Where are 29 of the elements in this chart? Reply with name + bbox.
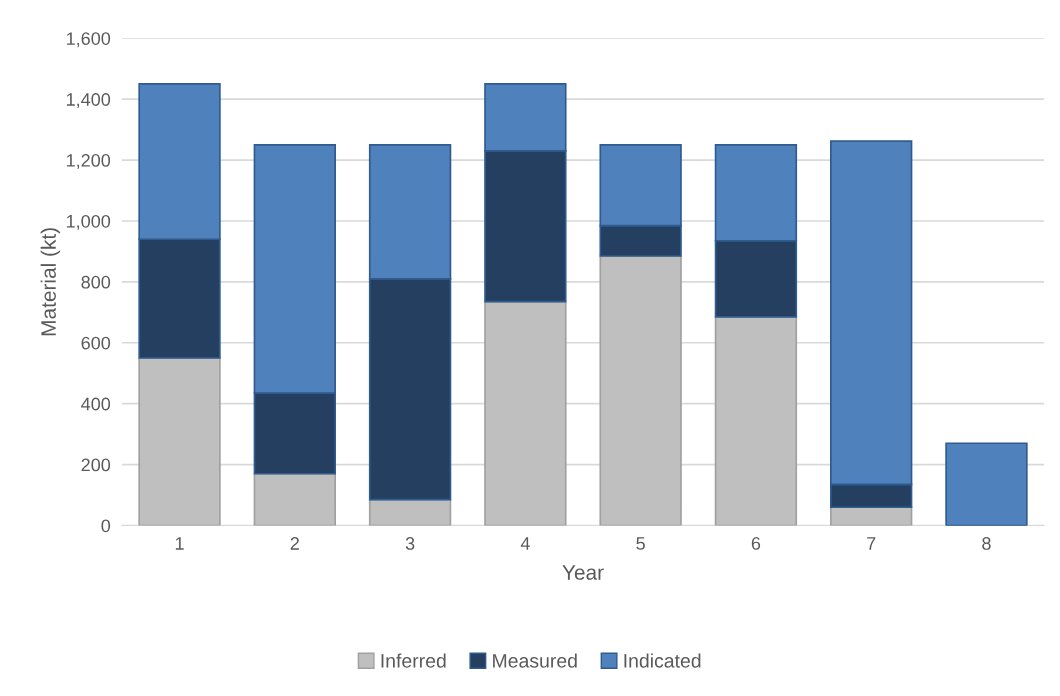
- x-tick-label: 5: [636, 537, 645, 550]
- legend-label: Inferred: [381, 653, 446, 668]
- x-tick-label: 8: [982, 537, 991, 550]
- y-tick-label: 400: [81, 397, 111, 411]
- bar: [138, 357, 221, 526]
- bar: [253, 472, 336, 526]
- x-axis-title: Year: [562, 565, 604, 580]
- y-tick-label: 0: [101, 519, 111, 533]
- bar: [714, 316, 798, 526]
- x-tick-label: 6: [751, 537, 761, 550]
- x-tick-label: 2: [290, 537, 299, 550]
- legend-label: Indicated: [624, 653, 701, 668]
- x-tick-label: 4: [520, 537, 530, 550]
- y-tick-label: 1,000: [66, 214, 111, 230]
- x-tick-label: 1: [175, 537, 184, 550]
- y-tick-label: 600: [81, 336, 111, 350]
- bar: [484, 300, 567, 526]
- legend-label: Measured: [493, 653, 577, 668]
- y-tick-label: 1,400: [66, 93, 111, 109]
- bar: [599, 255, 682, 526]
- y-tick-label: 1,600: [66, 32, 111, 48]
- y-tick-label: 800: [81, 275, 111, 289]
- bar: [368, 498, 452, 526]
- x-tick-label: 3: [405, 537, 415, 550]
- y-tick-label: 200: [81, 458, 111, 472]
- y-axis-title: Material (kt): [40, 228, 61, 336]
- x-tick-label: 7: [867, 537, 876, 550]
- bar: [945, 442, 1028, 526]
- y-tick-label: 1,200: [66, 154, 111, 169]
